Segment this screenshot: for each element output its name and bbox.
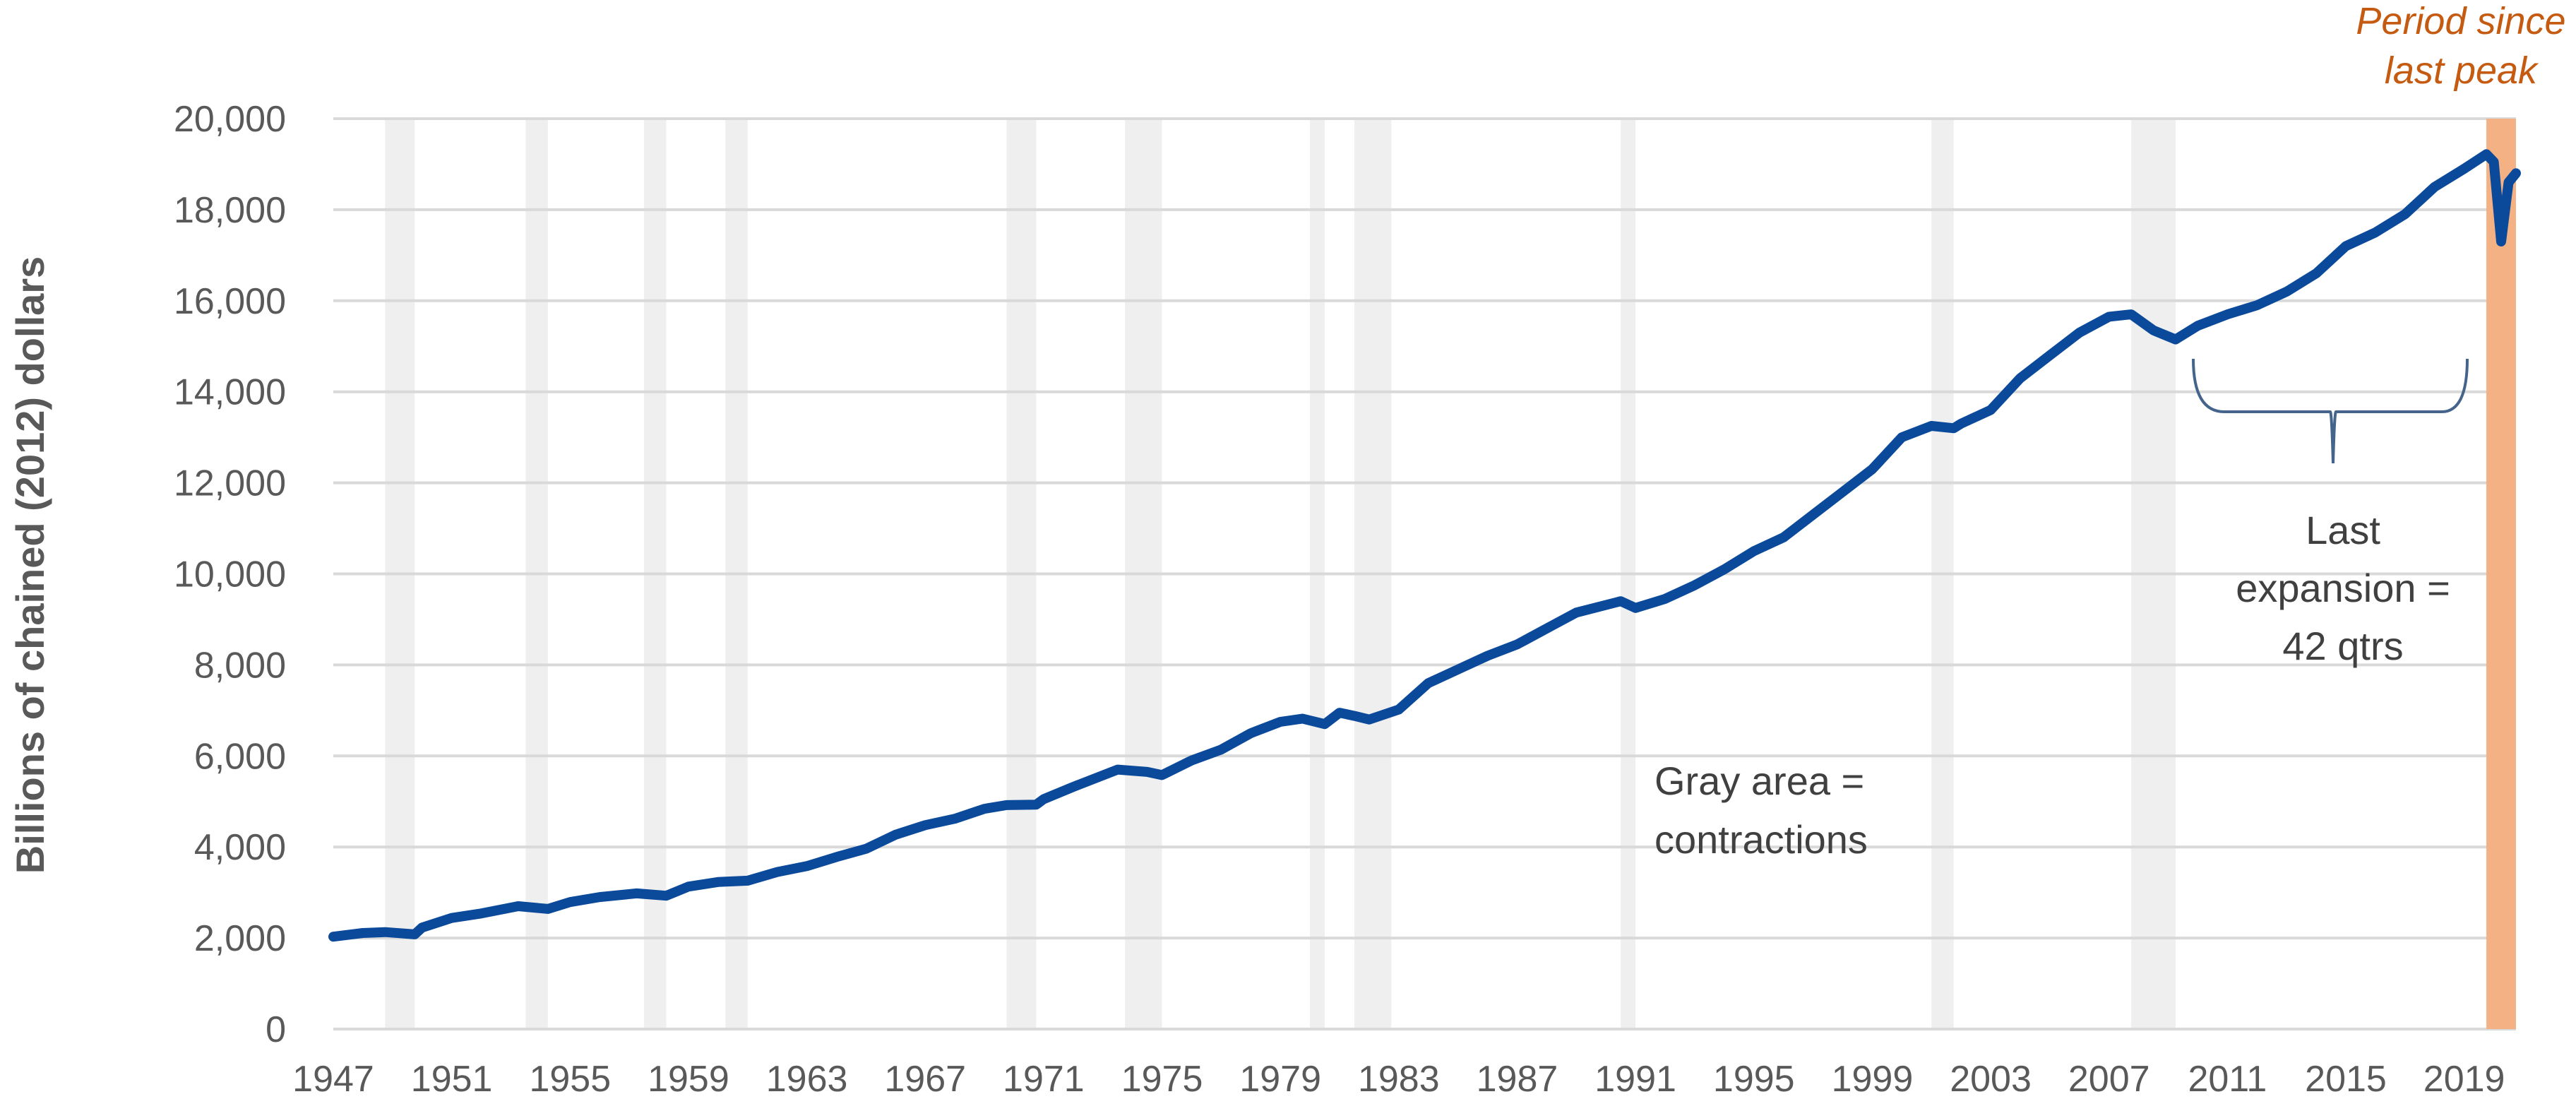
x-tick-label-1983: 1983 bbox=[1358, 1059, 1440, 1100]
current-period-rect bbox=[2486, 119, 2516, 1029]
annotation-gray-area-line2: contractions bbox=[1654, 817, 1868, 862]
x-tick-labels: 1947 1951 1955 1959 1963 1967 1971 1975 1979 1983… bbox=[292, 1059, 2505, 1100]
current-period-band bbox=[2486, 119, 2516, 1029]
x-tick-label-1971: 1971 bbox=[1003, 1059, 1085, 1100]
x-tick-label-1995: 1995 bbox=[1713, 1059, 1795, 1100]
gridlines bbox=[333, 117, 2516, 1030]
y-tick-label-2000: 2,000 bbox=[194, 918, 286, 959]
y-tick-label-8000: 8,000 bbox=[194, 645, 286, 686]
x-tick-label-1947: 1947 bbox=[292, 1059, 374, 1100]
y-tick-labels: 0 2,000 4,000 6,000 8,000 10,000 12,000 14,000 1… bbox=[174, 99, 286, 1050]
annotation-last-expansion-line2: expansion = bbox=[2236, 566, 2450, 610]
y-tick-label-10000: 10,000 bbox=[174, 554, 286, 595]
y-tick-label-14000: 14,000 bbox=[174, 372, 286, 413]
x-tick-label-1991: 1991 bbox=[1594, 1059, 1676, 1100]
x-tick-label-2011: 2011 bbox=[2188, 1059, 2267, 1100]
x-tick-label-1955: 1955 bbox=[529, 1059, 611, 1100]
x-tick-label-2019: 2019 bbox=[2423, 1059, 2505, 1100]
y-tick-label-6000: 6,000 bbox=[194, 736, 286, 777]
x-tick-label-1979: 1979 bbox=[1239, 1059, 1321, 1100]
y-axis-label: Billions of chained (2012) dollars bbox=[8, 256, 52, 874]
y-tick-label-16000: 16,000 bbox=[174, 281, 286, 322]
y-tick-label-4000: 4,000 bbox=[194, 827, 286, 868]
y-tick-label-18000: 18,000 bbox=[174, 190, 286, 231]
y-tick-label-20000: 20,000 bbox=[174, 99, 286, 140]
x-tick-label-1975: 1975 bbox=[1121, 1059, 1203, 1100]
x-tick-label-1963: 1963 bbox=[766, 1059, 848, 1100]
series-line-1 bbox=[328, 149, 2521, 942]
annotation-period-since-line1: Period since bbox=[2356, 0, 2565, 42]
x-tick-label-1959: 1959 bbox=[648, 1059, 729, 1100]
x-tick-label-1951: 1951 bbox=[411, 1059, 493, 1100]
y-tick-label-0: 0 bbox=[266, 1009, 286, 1050]
x-tick-label-1967: 1967 bbox=[884, 1059, 966, 1100]
series-line-group bbox=[328, 149, 2521, 942]
annotation-last-expansion-line1: Last bbox=[2306, 508, 2380, 552]
x-tick-label-2007: 2007 bbox=[2068, 1059, 2150, 1100]
x-tick-label-2015: 2015 bbox=[2305, 1059, 2387, 1100]
y-tick-label-12000: 12,000 bbox=[174, 463, 286, 504]
annotation-last-expansion-line3: 42 qtrs bbox=[2282, 624, 2403, 668]
annotation-period-since-line2: last peak bbox=[2385, 49, 2539, 92]
x-tick-label-1987: 1987 bbox=[1477, 1059, 1558, 1100]
x-tick-label-2003: 2003 bbox=[1950, 1059, 2032, 1100]
x-tick-label-1999: 1999 bbox=[1832, 1059, 1914, 1100]
expansion-bracket bbox=[2192, 358, 2469, 464]
annotation-gray-area-line1: Gray area = bbox=[1654, 759, 1864, 803]
